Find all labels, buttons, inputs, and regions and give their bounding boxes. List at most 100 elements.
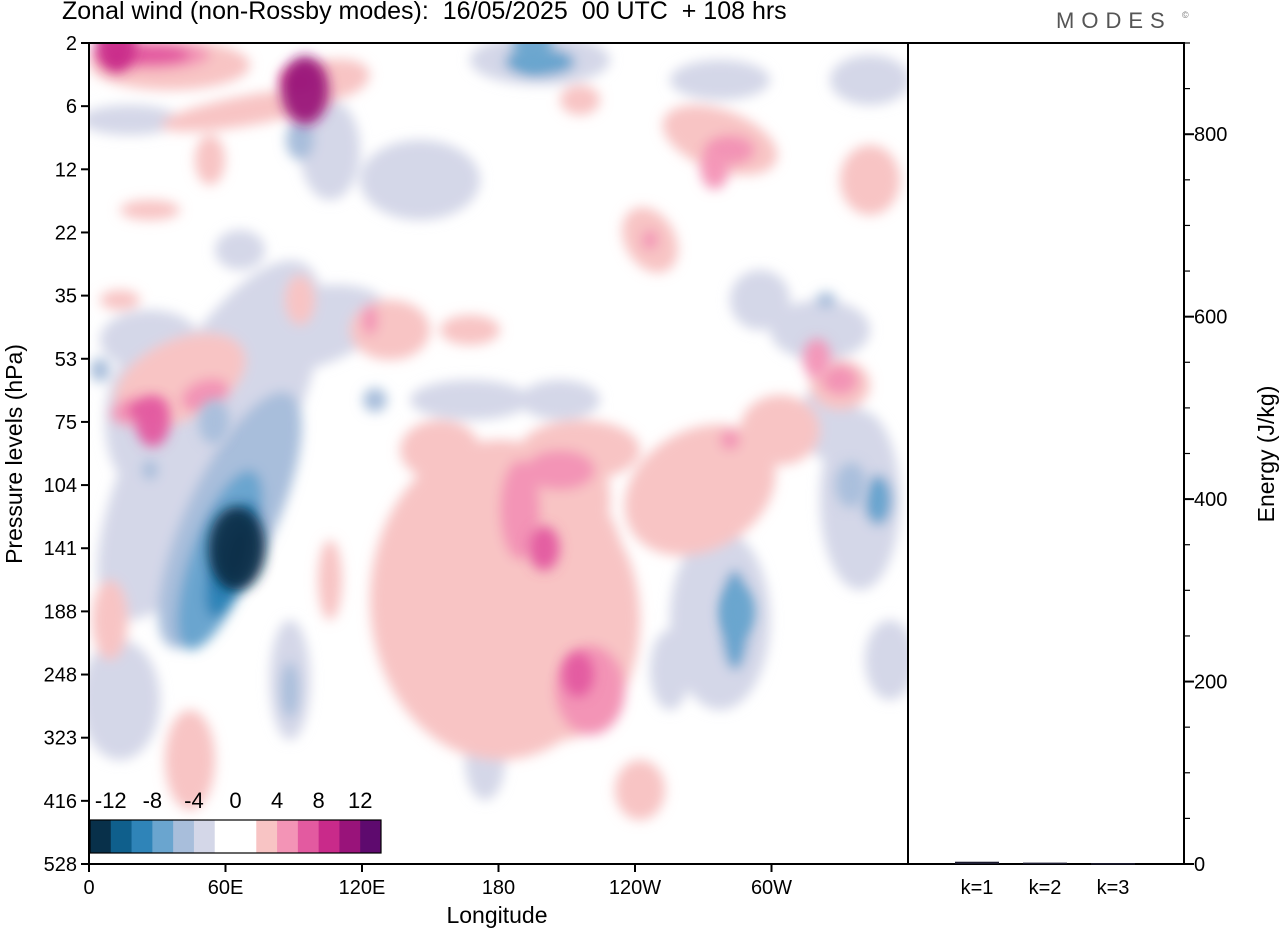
y-tick-label: 75 xyxy=(55,412,77,434)
contour-blob xyxy=(90,358,110,382)
energy-bar xyxy=(1091,863,1135,865)
colorbar-tick-label: 12 xyxy=(348,788,372,813)
contour-blob xyxy=(864,475,892,525)
x-tick-label: 180 xyxy=(482,877,515,899)
contour-blob xyxy=(560,85,600,115)
feature-core xyxy=(700,149,729,190)
contour-blob xyxy=(615,760,665,820)
contour-blob xyxy=(89,640,160,760)
contour-blob xyxy=(120,200,180,220)
contour-blob xyxy=(440,315,500,345)
colorbar-cell xyxy=(235,820,257,853)
colorbar-tick-label: 4 xyxy=(271,788,283,813)
longitude-axis: 0 60E 120E 180 120W 60W xyxy=(83,864,792,899)
y-tick-label: 12 xyxy=(55,159,77,181)
colorbar-cell xyxy=(214,820,236,853)
contour-blob xyxy=(89,105,180,135)
colorbar-cell xyxy=(318,820,340,853)
contour-blob xyxy=(840,145,900,215)
feature-core xyxy=(513,43,552,71)
x-tick-label: 120W xyxy=(609,877,661,899)
feature-core xyxy=(198,399,230,445)
contour-blob xyxy=(670,530,770,710)
contour-blob xyxy=(410,380,530,420)
y-tick-label: 528 xyxy=(44,854,77,876)
contour-blob xyxy=(165,710,215,810)
colorbar-cell xyxy=(339,820,361,853)
feature-field xyxy=(95,43,867,697)
contour-blob xyxy=(500,460,540,560)
colorbar-cell xyxy=(173,820,195,853)
colorbar-tick-label: -4 xyxy=(184,788,204,813)
contour-blob xyxy=(520,380,600,420)
energy-panel: 0 200 400 600 800 k=1 k=2 k=3 xyxy=(907,42,1227,899)
colorbar-cell xyxy=(131,820,153,853)
x-tick-label: 60E xyxy=(208,877,244,899)
contour-blob xyxy=(624,424,776,556)
energy-category-label: k=1 xyxy=(961,877,994,899)
colorbar-tick-label: -8 xyxy=(143,788,163,813)
contour-blob xyxy=(865,620,908,700)
x-tick-label: 0 xyxy=(83,877,94,899)
feature-core xyxy=(562,652,594,697)
y-tick-label: 248 xyxy=(44,665,77,687)
contour-blob xyxy=(212,284,388,376)
contour-blob xyxy=(770,300,870,360)
energy-axis: 0 200 400 600 800 xyxy=(1184,42,1227,876)
energy-tick-label: 400 xyxy=(1194,489,1227,511)
contour-blob xyxy=(816,292,836,308)
y-tick-label: 416 xyxy=(44,791,77,813)
colorbar-cell xyxy=(90,820,112,853)
energy-category-label: k=3 xyxy=(1097,877,1130,899)
contour-blob xyxy=(400,420,480,480)
pressure-axis: 2 6 12 22 35 53 75 104 141 188 248 323 416 528 xyxy=(44,33,89,876)
contour-blob xyxy=(730,270,790,330)
contour-blob xyxy=(822,365,858,395)
contour-blob xyxy=(281,662,299,718)
feature-core xyxy=(135,397,170,447)
energy-tick-label: 200 xyxy=(1194,672,1227,694)
colorbar-tick-label: 0 xyxy=(229,788,241,813)
colorbar-cell xyxy=(193,820,216,853)
colorbar-cell xyxy=(152,820,174,853)
energy-bars xyxy=(955,861,1135,865)
contour-blob xyxy=(300,100,360,200)
y-tick-label: 141 xyxy=(44,538,77,560)
contour-blob xyxy=(195,135,225,185)
y-tick-label: 6 xyxy=(66,96,77,118)
colorbar-cells xyxy=(90,820,382,853)
contour-blob xyxy=(362,305,378,335)
contour-blob xyxy=(720,430,740,450)
energy-axis-label: Energy (J/kg) xyxy=(1253,386,1279,523)
feature-core xyxy=(720,586,755,637)
contour-blob xyxy=(555,645,625,735)
wavenumber-axis: k=1 k=2 k=3 xyxy=(961,877,1130,899)
x-tick-label: 60W xyxy=(751,877,792,899)
contour-blob xyxy=(360,140,480,220)
feature-core xyxy=(95,43,137,73)
energy-tick-label: 600 xyxy=(1194,307,1227,329)
contour-blob xyxy=(286,120,314,160)
contour-blob xyxy=(830,55,908,105)
colorbar-cell xyxy=(256,820,278,853)
contour-blob xyxy=(650,630,690,710)
feature-core xyxy=(835,462,867,508)
energy-bar xyxy=(955,861,999,864)
contour-blob xyxy=(285,275,315,325)
colorbar-labels: -12 -8 -4 0 4 8 12 xyxy=(95,788,373,813)
feature-core xyxy=(208,506,266,590)
colorbar: -12 -8 -4 0 4 8 12 xyxy=(89,788,382,854)
contour-blob xyxy=(363,388,387,412)
colorbar-cell xyxy=(110,820,132,853)
feature-core xyxy=(528,525,560,571)
colorbar-cell xyxy=(360,820,382,853)
contour-blob xyxy=(525,450,595,490)
contour-blob xyxy=(740,395,820,465)
zonal-wind-heatmap: 2 6 12 22 35 53 75 104 141 188 248 323 416 528 0 60E 12… xyxy=(44,33,909,899)
feature-core xyxy=(281,55,329,125)
chart-title: Zonal wind (non-Rossby modes): 16/05/202… xyxy=(62,0,787,25)
energy-tick-label: 0 xyxy=(1194,854,1205,876)
contour-blob xyxy=(350,300,430,360)
contour-blob xyxy=(142,460,158,480)
